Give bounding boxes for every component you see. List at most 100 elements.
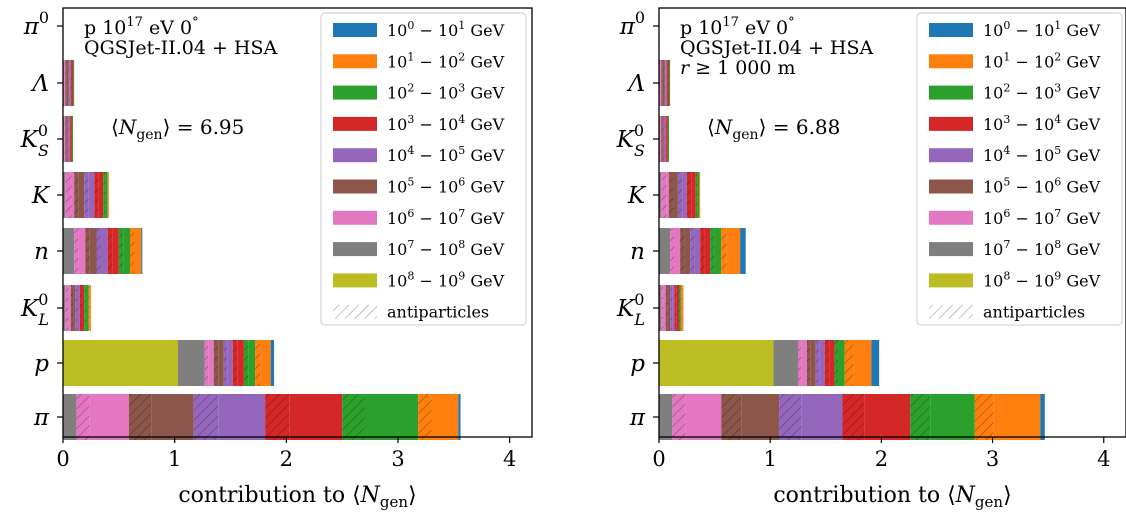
bar-segment-p-11 <box>838 340 845 386</box>
y-tick-label-0: π <box>629 405 646 431</box>
legend-label-4: 104 − 105 GeV <box>387 144 505 165</box>
bar-segment-π-10 <box>364 394 419 440</box>
y-tick-label-4: K <box>627 183 647 209</box>
bar-segment-hatch <box>661 60 663 106</box>
bar-segment-hatch <box>84 285 87 331</box>
bar-segment-hatch <box>107 228 113 274</box>
x-tick-label: 0 <box>56 447 69 471</box>
x-tick-label: 0 <box>652 447 665 471</box>
y-tick-label-7: π0 <box>23 8 49 40</box>
bar-segment-p-1 <box>773 340 798 386</box>
bar-segment-K⁰_L-12 <box>89 285 91 331</box>
bar-segment-K⁰_L-0 <box>63 285 66 331</box>
bar-segment-K⁰_S-5 <box>68 116 70 162</box>
legend-label-2: 102 − 103 GeV <box>387 82 505 103</box>
y-tick-label-2: K0 L <box>20 290 49 329</box>
axes-frame <box>658 7 1126 438</box>
legend-label-6: 106 − 107 GeV <box>387 207 505 228</box>
bar-segment-K-10 <box>697 172 700 218</box>
legend-swatch-1 <box>333 54 377 69</box>
legend-label-3: 103 − 104 GeV <box>983 113 1101 134</box>
legend-swatch-5 <box>929 179 973 194</box>
legend-label-7: 107 − 108 GeV <box>983 238 1101 259</box>
legend-swatch-6 <box>333 210 377 225</box>
panel-right: 0 1 2 3 4 contribution to ⟨Ngen⟩ π p K0 L n K K0 S Λπ0… <box>616 7 1126 511</box>
bar-segment-hatch <box>232 340 238 386</box>
x-tick-label: 4 <box>503 447 516 471</box>
bar-segment-π-6 <box>218 394 266 440</box>
bar-segment-p-11 <box>248 340 256 386</box>
bar-segment-hatch <box>69 116 71 162</box>
bar-segment-n-2 <box>674 228 681 274</box>
bar-segment-p-5 <box>218 340 224 386</box>
legend-label-7: 107 − 108 GeV <box>387 238 505 259</box>
bar-segment-K-6 <box>88 172 95 218</box>
bar-segment-hatch <box>834 340 839 386</box>
bar-segment-hatch <box>806 340 811 386</box>
bar-segment-K⁰_S-1 <box>660 116 662 162</box>
bar-segment-K⁰_L-2 <box>68 285 71 331</box>
x-axis-label: contribution to ⟨Ngen⟩ <box>178 483 416 511</box>
panel-left: 0 1 2 3 4 contribution to ⟨Ngen⟩ π p K0 L n K K0 S Λπ0… <box>20 7 533 511</box>
x-tick-label: 1 <box>168 447 181 471</box>
annotation-0: p 1017 eV 0° <box>84 15 199 39</box>
bar-segment-hatch <box>700 228 705 274</box>
bar-segment-π-6 <box>801 394 843 440</box>
bar-segment-K-11 <box>107 172 109 218</box>
bar-segment-n-8 <box>112 228 119 274</box>
legend-label-1: 101 − 102 GeV <box>387 50 505 71</box>
bar-segment-hatch <box>672 394 686 440</box>
bar-segment-hatch <box>815 340 820 386</box>
bar-segment-hatch <box>690 228 695 274</box>
bar-segment-π-10 <box>930 394 975 440</box>
bar-segment-K-8 <box>691 172 696 218</box>
legend-swatch-8 <box>333 273 377 288</box>
bar-segment-hatch <box>670 228 675 274</box>
legend-swatch-7 <box>929 242 973 257</box>
bar-segment-K-11 <box>699 172 701 218</box>
legend-label-3: 103 − 104 GeV <box>387 113 505 134</box>
legend-label-antiparticles: antiparticles <box>387 303 489 322</box>
bar-segment-π-12 <box>431 394 459 440</box>
bar-segment-π-4 <box>741 394 780 440</box>
bar-segment-hatch <box>842 394 865 440</box>
x-tick-label: 2 <box>875 447 888 471</box>
bar-segment-π-8 <box>289 394 343 440</box>
bar-segment-K-2 <box>71 172 75 218</box>
bar-segment-hatch <box>76 394 90 440</box>
legend-label-0: 100 − 101 GeV <box>983 19 1101 40</box>
x-tick-label: 2 <box>280 447 293 471</box>
bar-segment-hatch <box>661 116 663 162</box>
bar-segment-hatch <box>204 340 209 386</box>
bar-segment-hatch <box>103 172 106 218</box>
bar-segment-K-4 <box>673 172 678 218</box>
bar-segment-p-13 <box>260 340 271 386</box>
bar-segment-n-0 <box>659 228 671 274</box>
bar-segment-hatch <box>721 228 727 274</box>
legend-label-antiparticles: antiparticles <box>983 303 1085 322</box>
bar-segment-K⁰_L-10 <box>86 285 89 331</box>
bar-segment-n-2 <box>78 228 86 274</box>
legend-swatch-4 <box>929 148 973 163</box>
bar-segment-hatch <box>75 285 78 331</box>
bar-segment-K⁰_L-4 <box>73 285 76 331</box>
bar-segment-hatch <box>910 394 931 440</box>
bar-segment-hatch <box>974 394 994 440</box>
bar-segment-n-8 <box>704 228 711 274</box>
mean-label: ⟨Ngen⟩ = 6.88 <box>707 115 840 143</box>
legend-label-8: 108 − 109 GeV <box>983 269 1101 290</box>
bar-segment-n-4 <box>684 228 691 274</box>
bar-segment-Λ-8 <box>73 60 75 106</box>
bar-segment-hatch <box>779 394 802 440</box>
bar-segment-K-10 <box>105 172 108 218</box>
bar-segment-n-10 <box>123 228 130 274</box>
bar-segment-hatch <box>65 285 69 331</box>
legend-swatch-3 <box>333 116 377 131</box>
bar-segment-hatch <box>674 285 677 331</box>
bar-segment-K⁰_L-10 <box>680 285 682 331</box>
bar-segment-hatch <box>681 285 683 331</box>
y-tick-label-7: π0 <box>619 8 645 40</box>
bar-segment-n-13 <box>740 228 746 274</box>
bar-segment-hatch <box>664 60 666 106</box>
